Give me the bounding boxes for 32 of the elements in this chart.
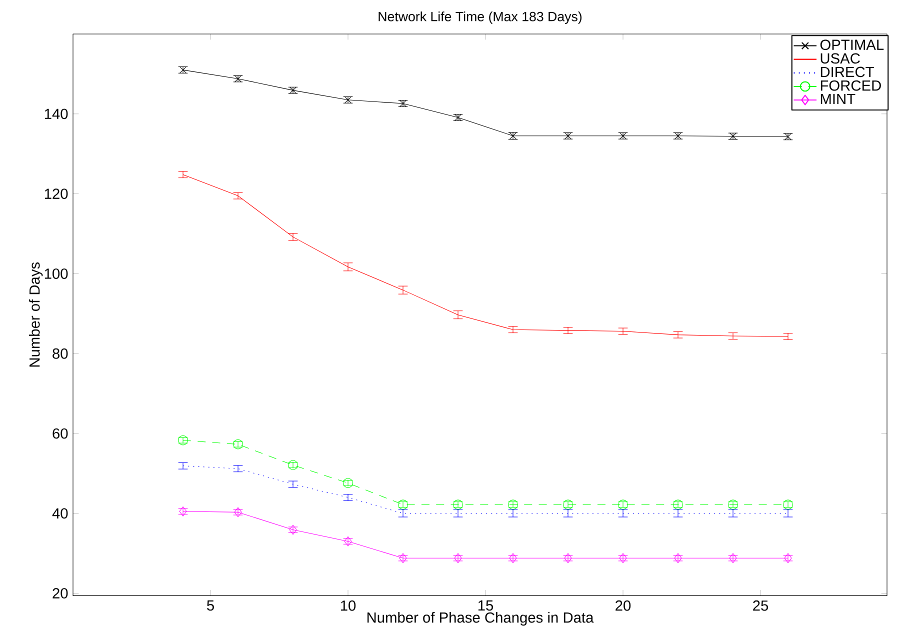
point: [289, 524, 297, 535]
x-tick-label: 25: [753, 600, 768, 611]
chart-title: Network Life Time (Max 183 Days): [378, 12, 582, 24]
point: [344, 536, 352, 546]
point: [619, 553, 627, 564]
point: [234, 507, 242, 518]
x-tick-label: 10: [340, 600, 356, 611]
legend-label: FORCED: [820, 80, 881, 91]
y-tick-label: 100: [44, 268, 68, 279]
point: [784, 553, 792, 564]
legend-label: MINT: [820, 94, 856, 104]
point: [674, 553, 682, 564]
y-tick-label: 60: [52, 428, 68, 439]
legend-label: DIRECT: [820, 66, 874, 78]
y-tick-label: 140: [44, 108, 68, 120]
x-tick-label: 5: [207, 600, 214, 611]
x-axis-title: Number of Phase Changes in Data: [367, 612, 594, 626]
y-tick-label: 80: [52, 348, 68, 359]
point: [399, 553, 407, 564]
point: [179, 506, 187, 516]
y-tick-label: 40: [52, 508, 68, 519]
x-tick-label: 15: [478, 600, 494, 611]
y-tick-label: 20: [52, 588, 68, 598]
point: [454, 553, 462, 564]
x-tick-label: 20: [616, 600, 631, 611]
y-tick-label: 120: [44, 188, 68, 199]
point: [509, 553, 517, 564]
y-axis-title: Number of Days: [29, 262, 43, 367]
point: [729, 553, 737, 564]
point: [564, 553, 572, 564]
legend-label: USAC: [820, 53, 860, 64]
legend-label: OPTIMAL: [820, 40, 884, 50]
